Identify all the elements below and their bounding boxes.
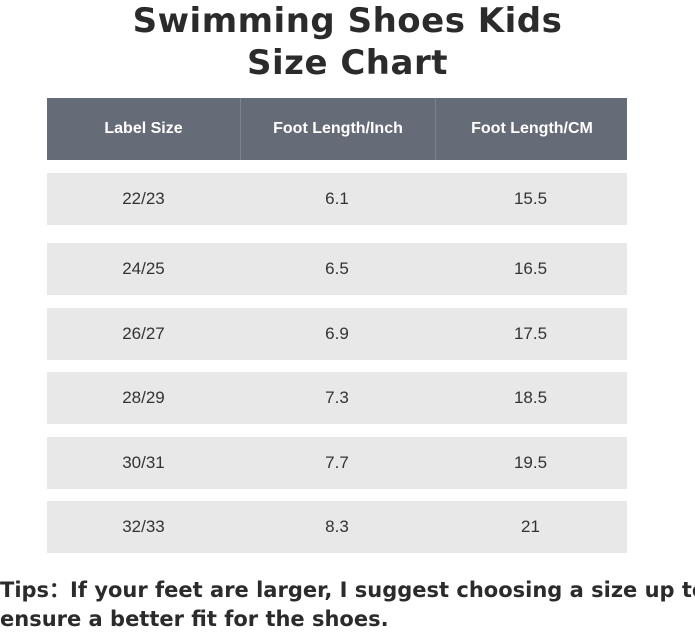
cell-foot-length-cm: 19.5: [513, 453, 548, 472]
table-row: 28/29 7.3 18.5: [47, 372, 627, 424]
chart-title: Swimming Shoes Kids Size Chart: [0, 0, 695, 84]
cell-foot-length-inch: 6.9: [325, 324, 349, 343]
cell-label-size: 32/33: [122, 517, 165, 536]
cell-label-size: 26/27: [122, 324, 165, 343]
cell-foot-length-inch: 7.7: [325, 453, 349, 472]
cell-foot-length-inch: 7.3: [325, 388, 349, 407]
cell-foot-length-cm: 18.5: [513, 388, 548, 407]
header-foot-length-cm: Foot Length/CM: [435, 98, 628, 160]
table-row: 26/27 6.9 17.5: [47, 308, 627, 360]
cell-foot-length-inch: 6.1: [325, 189, 349, 208]
title-line-2: Size Chart: [247, 43, 448, 83]
table-row: 24/25 6.5 16.5: [47, 243, 627, 295]
tips-line-1: Tips：If your feet are larger, I suggest …: [0, 578, 695, 602]
cell-label-size: 28/29: [122, 388, 165, 407]
table-row: 22/23 6.1 15.5: [47, 173, 627, 225]
table-row: 30/31 7.7 19.5: [47, 437, 627, 489]
header-foot-length-inch: Foot Length/Inch: [240, 98, 435, 160]
cell-label-size: 30/31: [122, 453, 165, 472]
cell-foot-length-cm: 17.5: [513, 324, 548, 343]
tips-line-2: ensure a better fit for the shoes.: [0, 607, 389, 631]
cell-foot-length-cm: 21: [521, 517, 540, 536]
cell-foot-length-cm: 15.5: [513, 189, 548, 208]
cell-foot-length-inch: 6.5: [325, 259, 349, 278]
header-label-size: Label Size: [104, 120, 183, 137]
cell-foot-length-cm: 16.5: [513, 259, 548, 278]
cell-label-size: 24/25: [122, 259, 165, 278]
cell-label-size: 22/23: [122, 189, 165, 208]
title-line-1: Swimming Shoes Kids: [132, 1, 563, 41]
table-header: Label Size Foot Length/Inch Foot Length/…: [47, 98, 627, 160]
table-row: 32/33 8.3 21: [47, 501, 627, 553]
tips-text: Tips：If your feet are larger, I suggest …: [0, 576, 695, 634]
cell-foot-length-inch: 8.3: [325, 517, 349, 536]
